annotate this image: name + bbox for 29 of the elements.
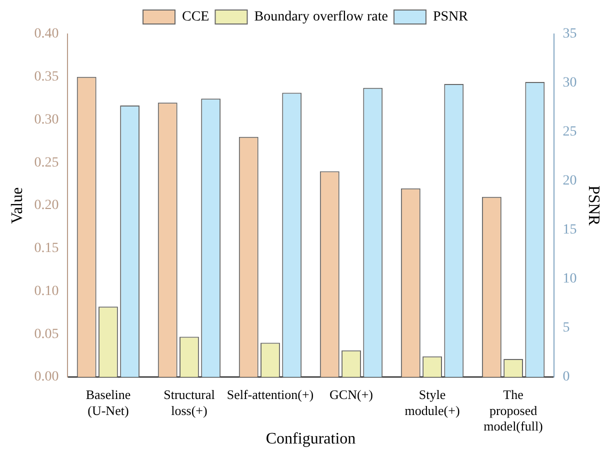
y2-tick-label: 15: [562, 222, 577, 238]
y2-tick-label: 35: [562, 26, 577, 42]
y-tick-label: 0.30: [34, 112, 59, 128]
y-tick-label: 0.20: [34, 198, 59, 214]
y-tick-label: 0.40: [34, 26, 59, 42]
y2-tick-label: 30: [562, 76, 577, 91]
x-tick-label: Style module(+): [404, 387, 460, 418]
legend-label: CCE: [182, 10, 210, 25]
y-tick-label: 0.15: [34, 241, 59, 256]
y2-tick-label: 0: [562, 370, 570, 385]
x-tick-label: GCN(+): [330, 387, 373, 402]
y-tick-label: 0.25: [34, 155, 59, 170]
y2-tick-label: 5: [562, 320, 570, 336]
y-tick-label: 0.05: [34, 326, 59, 342]
x-tick-label: Structural loss(+): [164, 387, 216, 418]
legend-label: PSNR: [432, 10, 469, 25]
x-tick-label: The proposed model(full): [484, 387, 543, 434]
legend-label: Boundary overflow rate: [254, 10, 388, 25]
y2-tick-label: 10: [562, 272, 577, 287]
y-axis-title: Value: [8, 187, 26, 224]
y-tick-label: 0.10: [34, 284, 59, 299]
x-tick-label: Self-attention(+): [226, 387, 314, 402]
y-tick-label: 0.00: [34, 370, 59, 385]
y2-tick-label: 20: [562, 174, 577, 189]
x-tick-label: Baseline (U-Net): [86, 387, 131, 418]
y2-axis-title: PSNR: [585, 185, 602, 226]
x-axis-title: Configuration: [266, 430, 356, 448]
y2-tick-label: 25: [562, 124, 577, 140]
y-tick-label: 0.35: [34, 70, 59, 85]
